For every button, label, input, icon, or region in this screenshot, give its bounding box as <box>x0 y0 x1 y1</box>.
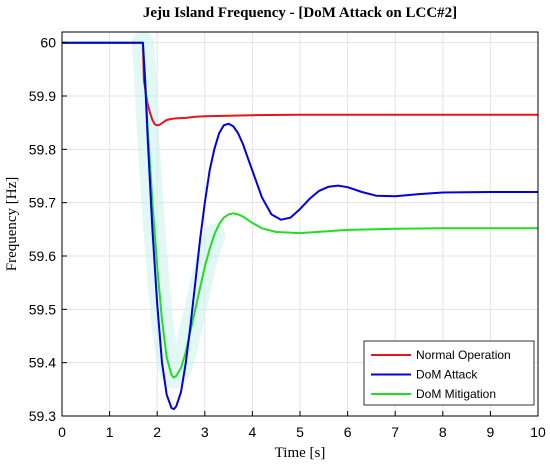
x-tick-label: 9 <box>487 424 495 440</box>
y-tick-label: 59.9 <box>29 88 56 104</box>
y-tick-label: 59.3 <box>29 408 56 424</box>
x-tick-label: 2 <box>153 424 161 440</box>
x-tick-label: 0 <box>58 424 66 440</box>
y-ticks: 59.3 59.4 59.5 59.6 59.7 59.8 59.9 60 <box>29 35 67 424</box>
x-tick-label: 4 <box>249 424 257 440</box>
y-axis-label: Frequency [Hz] <box>4 177 20 272</box>
y-tick-label: 59.7 <box>29 195 56 211</box>
y-tick-label: 59.4 <box>29 355 56 371</box>
legend-box <box>363 340 535 406</box>
legend-label: DoM Mitigation <box>416 387 496 401</box>
y-tick-label: 59.6 <box>29 248 56 264</box>
x-tick-label: 1 <box>106 424 114 440</box>
x-tick-label: 5 <box>296 424 304 440</box>
legend-label: Normal Operation <box>416 348 511 362</box>
series-line-dom-attack <box>62 41 538 411</box>
series-line-dom-mitigation <box>62 41 538 379</box>
x-axis-label: Time [s] <box>275 445 326 461</box>
legend: Normal Operation DoM Attack DoM Mitigation <box>363 340 535 406</box>
x-tick-label: 10 <box>530 424 546 440</box>
legend-label: DoM Attack <box>416 368 478 382</box>
series-lines <box>62 41 538 411</box>
y-tick-label: 59.5 <box>29 301 56 317</box>
chart-title: Jeju Island Frequency - [DoM Attack on L… <box>143 5 457 21</box>
x-tick-label: 6 <box>344 424 352 440</box>
x-tick-label: 7 <box>391 424 399 440</box>
y-tick-label: 60 <box>40 35 56 51</box>
x-tick-label: 8 <box>439 424 447 440</box>
x-ticks: 0 1 2 3 4 5 6 7 8 9 10 <box>58 411 546 440</box>
x-tick-label: 3 <box>201 424 209 440</box>
y-tick-label: 59.8 <box>29 141 56 157</box>
